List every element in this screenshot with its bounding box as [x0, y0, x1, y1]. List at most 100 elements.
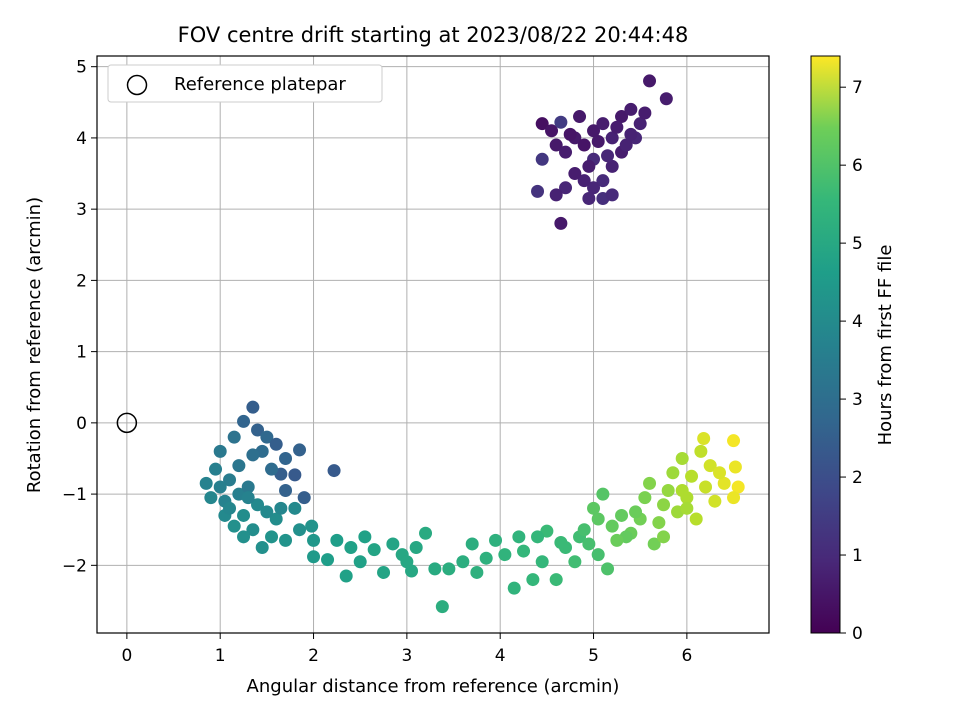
colorbar-tick-label: 6 [852, 156, 863, 176]
data-point [305, 519, 319, 533]
data-point [223, 473, 237, 487]
data-point [535, 152, 549, 166]
data-point [549, 138, 563, 152]
data-point [517, 544, 531, 558]
x-tick-label: 0 [121, 646, 132, 666]
data-point [269, 437, 283, 451]
y-tick-label: 2 [76, 271, 87, 291]
data-point [610, 120, 624, 134]
y-tick-label: −1 [62, 485, 87, 505]
data-point [353, 555, 367, 569]
data-point [643, 476, 657, 490]
data-point [605, 519, 619, 533]
x-tick-label: 1 [215, 646, 226, 666]
data-point [699, 480, 713, 494]
data-point [577, 138, 591, 152]
data-point [582, 537, 596, 551]
data-point [615, 508, 629, 522]
data-point [605, 159, 619, 173]
data-point [339, 569, 353, 583]
data-point [507, 581, 521, 595]
data-point [251, 498, 265, 512]
colorbar-tick-label: 2 [852, 468, 863, 488]
data-point [666, 466, 680, 480]
data-point [321, 553, 335, 567]
data-point [265, 530, 279, 544]
data-point [689, 512, 703, 526]
data-point [633, 117, 647, 131]
legend: Reference platepar [107, 64, 383, 103]
data-point [659, 92, 673, 106]
x-tick-label: 2 [308, 646, 319, 666]
data-point [647, 537, 661, 551]
data-point [293, 443, 307, 457]
data-point [629, 505, 643, 519]
data-point [591, 512, 605, 526]
data-point [327, 464, 341, 478]
data-point [358, 530, 372, 544]
data-point [657, 530, 671, 544]
data-point [675, 451, 689, 465]
data-point [697, 432, 711, 446]
data-point [489, 533, 503, 547]
data-point [549, 573, 563, 587]
data-point [694, 444, 708, 458]
data-point [377, 565, 391, 579]
data-point [237, 508, 251, 522]
data-point [568, 167, 582, 181]
data-point [596, 487, 610, 501]
x-axis-label: Angular distance from reference (arcmin) [247, 676, 620, 697]
data-point [605, 188, 619, 202]
data-point [563, 127, 577, 141]
data-point [246, 448, 260, 462]
data-point [591, 548, 605, 562]
data-point [204, 491, 218, 505]
data-point [232, 459, 246, 473]
data-point [624, 127, 638, 141]
data-point [400, 555, 414, 569]
colorbar-tick-label: 1 [852, 546, 863, 566]
colorbar [810, 55, 841, 634]
data-point [386, 537, 400, 551]
reference-platepar-marker [116, 412, 138, 434]
data-point [246, 400, 260, 414]
data-point [419, 526, 433, 540]
data-point [559, 181, 573, 195]
data-point [223, 501, 237, 515]
data-point [601, 149, 615, 163]
data-point [213, 480, 227, 494]
colorbar-tick-label: 4 [852, 312, 863, 332]
y-tick-label: 0 [76, 414, 87, 434]
data-point [526, 573, 540, 587]
data-point [685, 469, 699, 483]
y-axis-ticks: −2 −1 0 1 2 3 4 5 [62, 58, 97, 576]
data-point [559, 145, 573, 159]
data-point [727, 491, 741, 505]
y-axis-label: Rotation from reference (arcmin) [24, 197, 45, 493]
data-point [545, 124, 559, 138]
colorbar-label: Hours from first FF file [875, 245, 896, 446]
data-point [619, 138, 633, 152]
data-point [680, 501, 694, 515]
x-tick-label: 6 [681, 646, 692, 666]
data-point [587, 124, 601, 138]
data-point [227, 519, 241, 533]
data-point [601, 562, 615, 576]
data-point [470, 565, 484, 579]
data-point [297, 491, 311, 505]
data-point [479, 551, 493, 565]
data-point [237, 530, 251, 544]
data-point [728, 460, 742, 474]
data-point [531, 530, 545, 544]
data-point [199, 476, 213, 490]
data-point [456, 555, 470, 569]
plot-frame [96, 55, 770, 634]
data-point [675, 484, 689, 498]
x-tick-label: 4 [495, 646, 506, 666]
data-point [465, 537, 479, 551]
data-point [227, 430, 241, 444]
data-point [703, 459, 717, 473]
data-point [554, 216, 568, 230]
data-point [727, 434, 741, 448]
